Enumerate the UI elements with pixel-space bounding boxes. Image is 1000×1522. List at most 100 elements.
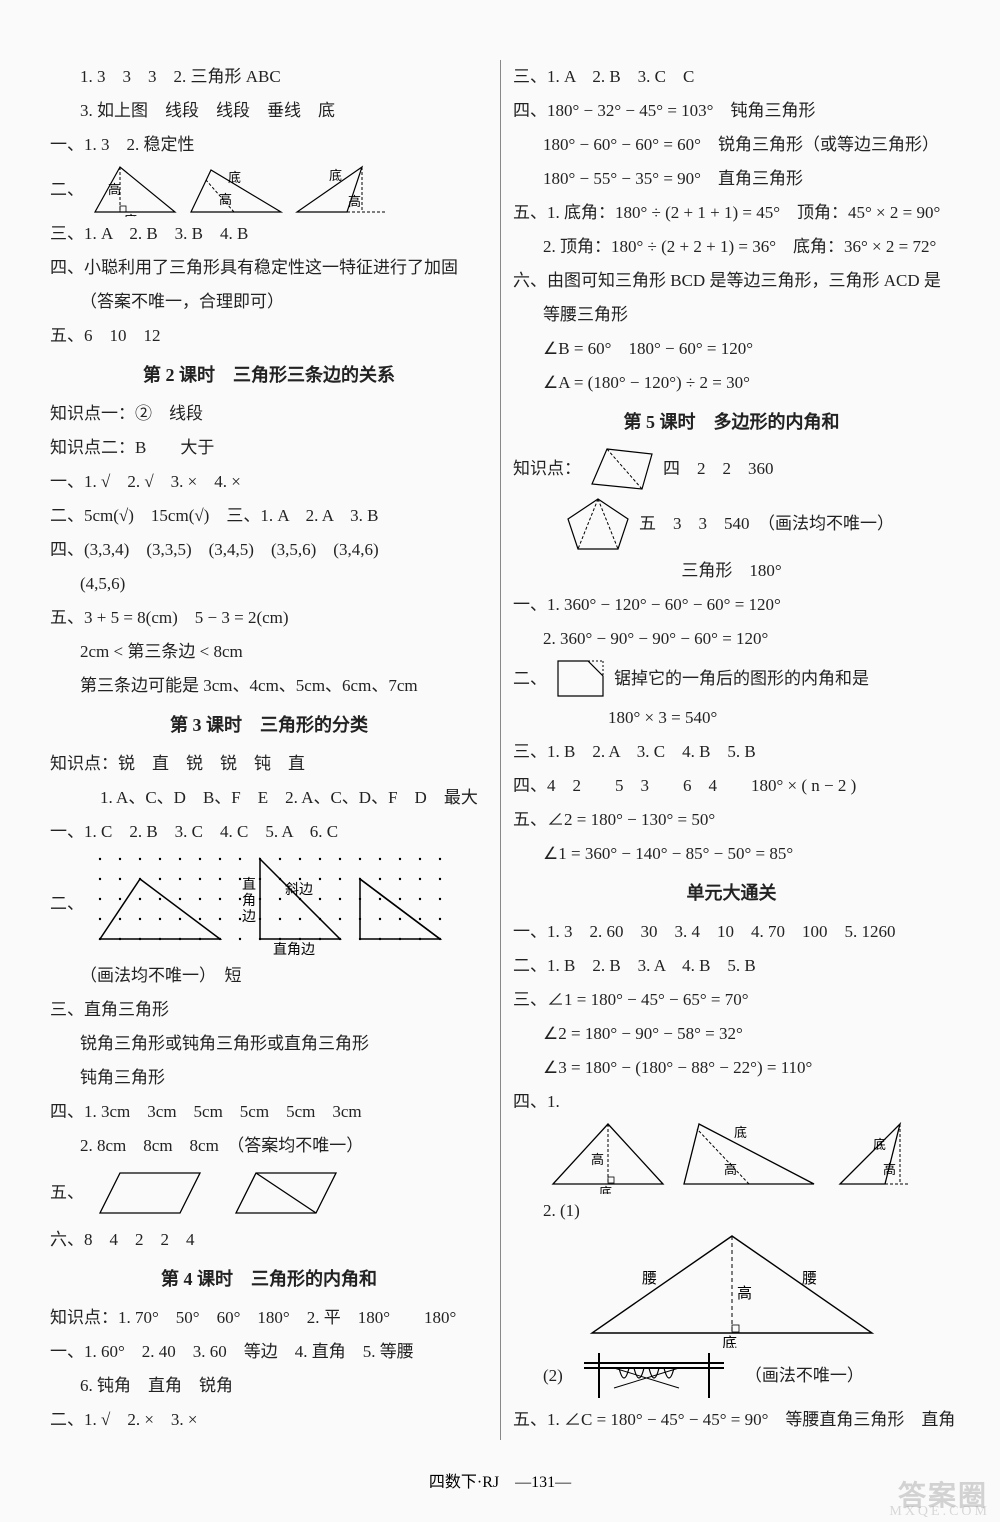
triangle-diagram: 底 高: [825, 1119, 915, 1194]
text-line: 五、: [50, 1176, 84, 1210]
svg-text:底: 底: [599, 1185, 612, 1194]
section-heading: 第 4 课时 三角形的内角和: [50, 1261, 488, 1297]
text-line: 二、: [513, 662, 547, 696]
text-line: 二、1. B 2. B 3. A 4. B 5. B: [513, 949, 950, 983]
text-line: 180° − 60° − 60° = 60° 锐角三角形（或等边三角形）: [513, 128, 950, 162]
dot-grid-diagram-row: 二、 直: [50, 849, 488, 959]
text-line: 五、∠2 = 180° − 130° = 50°: [513, 803, 950, 837]
text-line: 五、1. 底角：180° ÷ (2 + 1 + 1) = 45° 顶角：45° …: [513, 196, 950, 230]
text-line: 钝角三角形: [50, 1061, 488, 1095]
text-line: 知识点：锐 直 锐 锐 钝 直: [50, 747, 488, 781]
text-line: ∠3 = 180° − (180° − 88° − 22°) = 110°: [513, 1051, 950, 1085]
text-line: （画法均不唯一） 短: [50, 959, 488, 993]
text-line: 2cm < 第三条边 < 8cm: [50, 635, 488, 669]
pentagon-diagram: [563, 494, 633, 554]
text-line: 五、3 + 5 = 8(cm) 5 − 3 = 2(cm): [50, 601, 488, 635]
text-line: 2. 顶角：180° ÷ (2 + 2 + 1) = 36° 底角：36° × …: [513, 230, 950, 264]
text-line: 四、1. 3cm 3cm 5cm 5cm 5cm 3cm: [50, 1095, 488, 1129]
text-line: 知识点：: [513, 452, 581, 486]
text-line: 四、(3,3,4) (3,3,5) (3,4,5) (3,5,6) (3,4,6…: [50, 533, 488, 567]
text-line: 2. (1): [513, 1194, 950, 1228]
text-line: 四、1.: [513, 1085, 950, 1119]
text-line: 三、1. A 2. B 3. B 4. B: [50, 217, 488, 251]
text-line: 三、1. B 2. A 3. C 4. B 5. B: [513, 735, 950, 769]
svg-text:腰: 腰: [642, 1270, 657, 1287]
svg-text:高: 高: [219, 192, 232, 207]
svg-text:腰: 腰: [802, 1270, 817, 1287]
two-column-layout: 1. 3 3 3 2. 三角形 ABC 3. 如上图 线段 线段 垂线 底 一、…: [50, 60, 950, 1440]
text-line: ∠1 = 360° − 140° − 85° − 50° = 85°: [513, 837, 950, 871]
text-line: （答案不唯一，合理即可）: [50, 285, 488, 319]
text-line: 锐角三角形或钝角三角形或直角三角形: [50, 1027, 488, 1061]
section-heading: 第 2 课时 三角形三条边的关系: [50, 357, 488, 393]
rhombus-diagram: [90, 1163, 220, 1223]
isoceles-diagram: 腰 腰 高 底: [572, 1228, 892, 1348]
text-line: 180° × 3 = 540°: [513, 701, 950, 735]
text-line: 三、1. A 2. B 3. C C: [513, 60, 950, 94]
section-heading: 单元大通关: [513, 875, 950, 911]
svg-text:边: 边: [242, 909, 256, 925]
text-line: 等腰三角形: [513, 298, 950, 332]
text-line: 五 3 3 540 （画法均不唯一）: [639, 507, 894, 541]
text-line: 一、1. 60° 2. 40 3. 60 等边 4. 直角 5. 等腰: [50, 1335, 488, 1369]
text-line: 三角形 180°: [513, 554, 950, 588]
text-line: 六、由图可知三角形 BCD 是等边三角形，三角形 ACD 是: [513, 264, 950, 298]
cut-rect-row: 二、 锯掉它的一角后的图形的内角和是: [513, 656, 950, 701]
text-line: ∠A = (180° − 120°) ÷ 2 = 30°: [513, 366, 950, 400]
quad-diagram: [587, 444, 657, 494]
triangle-row: 二、 高 底 底 高 底 高: [50, 162, 488, 217]
cut-rect-diagram: [553, 656, 608, 701]
svg-text:底: 底: [873, 1137, 886, 1152]
text-line: 一、1. 3 2. 60 30 3. 4 10 4. 70 100 5. 126…: [513, 915, 950, 949]
pentagon-row: 五 3 3 540 （画法均不唯一）: [513, 494, 950, 554]
text-line: 一、1. 3 2. 稳定性: [50, 128, 488, 162]
text-line: 3. 如上图 线段 线段 垂线 底: [50, 94, 488, 128]
text-line: 知识点二：B 大于: [50, 431, 488, 465]
page-footer: 四数下·RJ —131—: [0, 1468, 1000, 1492]
text-line: 二、1. √ 2. × 3. ×: [50, 1403, 488, 1437]
text-line: 2. 8cm 8cm 8cm （答案均不唯一）: [50, 1129, 488, 1163]
text-line: 1. 3 3 3 2. 三角形 ABC: [50, 60, 488, 94]
section-heading: 第 5 课时 多边形的内角和: [513, 404, 950, 440]
triangle-row-4: 高 底 底 高 底 高: [513, 1119, 950, 1194]
text-line: 6. 钝角 直角 锐角: [50, 1369, 488, 1403]
svg-text:高: 高: [737, 1285, 752, 1302]
svg-text:斜边: 斜边: [285, 882, 313, 898]
svg-text:直角边: 直角边: [273, 941, 315, 958]
rhombus-diagram: [226, 1163, 356, 1223]
text-line: (2): [543, 1359, 563, 1393]
text-line: 四、4 2 5 3 6 4 180° × ( n − 2 ): [513, 769, 950, 803]
svg-text:高: 高: [591, 1152, 604, 1167]
text-line: (4,5,6): [50, 567, 488, 601]
text-line: 二、5cm(√) 15cm(√) 三、1. A 2. A 3. B: [50, 499, 488, 533]
svg-text:角: 角: [242, 893, 256, 909]
left-column: 1. 3 3 3 2. 三角形 ABC 3. 如上图 线段 线段 垂线 底 一、…: [50, 60, 500, 1440]
text-line: 二、: [50, 173, 84, 207]
dot-grid-diagram: 直 角 边 斜边 直角边: [90, 849, 450, 959]
text-line: 180° − 55° − 35° = 90° 直角三角形: [513, 162, 950, 196]
svg-text:底: 底: [228, 170, 241, 185]
svg-text:底: 底: [329, 168, 342, 183]
text-line: （画法不唯一）: [745, 1359, 864, 1393]
text-line: 一、1. C 2. B 3. C 4. C 5. A 6. C: [50, 815, 488, 849]
text-line: 四、180° − 32° − 45° = 103° 钝角三角形: [513, 94, 950, 128]
svg-text:直: 直: [242, 876, 256, 893]
text-line: 知识点：1. 70° 50° 60° 180° 2. 平 180° 180°: [50, 1301, 488, 1335]
svg-text:高: 高: [108, 182, 121, 197]
text-line: 三、∠1 = 180° − 45° − 65° = 70°: [513, 983, 950, 1017]
svg-text:高: 高: [724, 1162, 737, 1177]
text-line: 第三条边可能是 3cm、4cm、5cm、6cm、7cm: [50, 669, 488, 703]
stability-row: (2) （画法不唯一）: [513, 1348, 950, 1403]
triangle-diagram: 底 高: [292, 162, 392, 217]
text-line: ∠B = 60° 180° − 60° = 120°: [513, 332, 950, 366]
svg-text:底: 底: [722, 1335, 737, 1348]
text-line: 二、: [50, 887, 84, 921]
text-line: 五、6 10 12: [50, 319, 488, 353]
section-heading: 第 3 课时 三角形的分类: [50, 707, 488, 743]
polygon-row: 知识点： 四 2 2 360: [513, 444, 950, 494]
watermark-url: MXQE.COM: [889, 1504, 990, 1520]
text-line: 一、1. 360° − 120° − 60° − 60° = 120°: [513, 588, 950, 622]
text-line: 六、8 4 2 2 4: [50, 1223, 488, 1257]
svg-text:高: 高: [348, 194, 361, 209]
text-line: ∠2 = 180° − 90° − 58° = 32°: [513, 1017, 950, 1051]
